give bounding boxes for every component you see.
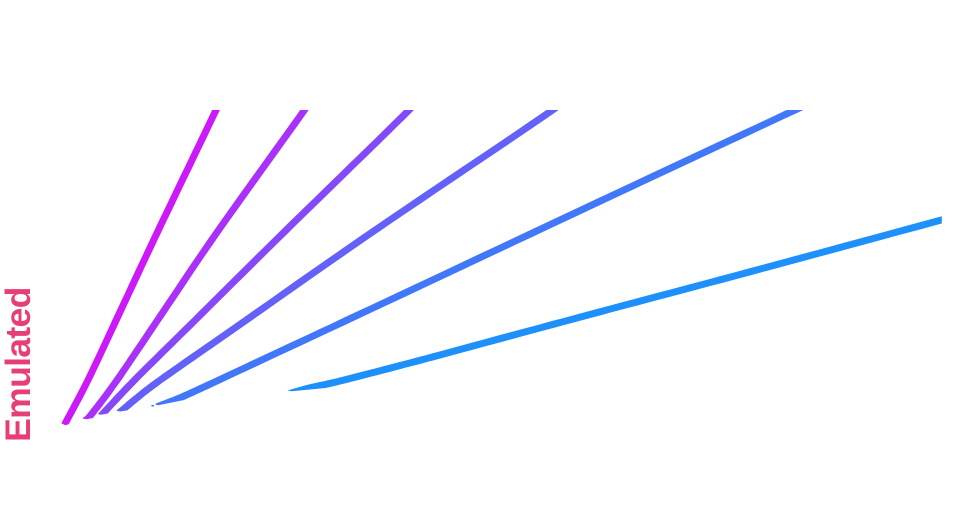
svg-text:Emulated: Emulated: [0, 287, 38, 442]
